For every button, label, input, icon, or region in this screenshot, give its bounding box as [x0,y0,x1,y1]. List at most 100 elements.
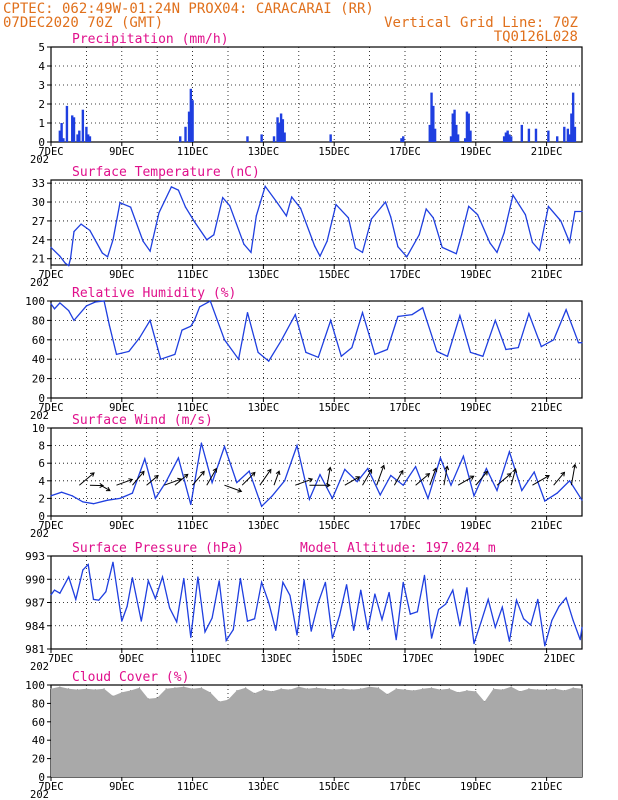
wind-arrow-head [572,463,577,469]
series-point [340,355,342,357]
x-tick-label: 13DEC [248,146,280,158]
precip-bar [504,132,508,142]
series-point [476,214,479,216]
cloud-point [209,691,211,693]
cloud-point [280,688,282,690]
panel-2: Surface Temperature (nC) 21 24 27 30 33 7DEC 9D… [30,165,583,289]
x-tick-label: 7DEC [38,402,63,414]
wind-arrow [457,475,474,486]
precip-bar [573,126,577,142]
series-point [317,601,319,604]
series-point [461,234,463,236]
series-point [367,629,369,631]
cloud-point [289,689,291,691]
x-tick-label: 17DEC [389,402,421,414]
precip-bar [467,113,470,142]
series-point [130,206,132,208]
series-point [211,481,213,484]
series-point [204,631,206,633]
cloud-point [227,699,229,701]
precip-bar [62,138,65,142]
series-point [50,246,52,248]
precip-bar [465,111,469,142]
precip-bar [508,134,511,142]
y-tick-label: 1 [38,117,45,130]
series-point [379,494,381,496]
wind-arrow-head [444,465,450,471]
series-point [406,256,408,258]
cloud-point [404,689,406,691]
series-point [494,319,496,321]
x-tick-label: 11DEC [177,520,209,532]
x-year-label: 202 [30,154,49,166]
cloud-point [342,688,344,690]
wind-arrow-head [212,467,217,473]
series-point [75,598,77,601]
series-point [556,492,558,494]
wind-arrow-head [105,486,111,492]
plot-frame [50,427,583,517]
x-tick-label: 11DEC [177,781,209,793]
series-point [459,314,461,317]
series-point [147,580,149,582]
series-point [574,210,576,213]
series-point [547,205,549,208]
series-line [50,562,583,647]
series-point [503,232,505,234]
series-point [115,353,118,355]
series-point [199,306,201,308]
series-point [338,615,341,617]
series-point [489,242,491,244]
precip-bar [520,124,524,142]
series-point [581,626,583,628]
series-point [206,239,208,241]
y-tick-label: 2 [38,98,45,111]
y-tick-label: 981 [25,643,45,656]
cloud-point [112,695,114,697]
series-point [68,310,70,312]
series-line [50,442,583,508]
wind-arrow-head [275,470,281,476]
precip-bar [428,124,431,142]
series-point [432,217,434,219]
series-point [397,315,399,318]
series-point [553,339,555,341]
series-point [213,234,215,236]
series-point [515,599,518,601]
panel-title: Relative Humidity (%) [72,286,236,301]
precip-bar [563,126,566,142]
series-point [92,503,95,505]
series-point [131,577,134,579]
series-point [530,624,532,626]
wind-arrow [475,471,488,486]
y-tick-label: 10 [32,422,45,435]
series-point [384,201,387,203]
series-point [225,639,227,642]
series-point [452,589,454,591]
cloud-point [85,688,87,690]
series-point [131,492,134,494]
series-point [310,630,312,632]
series-point [289,594,291,597]
wind-arrow [344,476,360,486]
series-point [101,252,103,254]
wind-arrow-head [308,477,314,483]
series-point [468,205,470,208]
wind-arrow-head [327,466,333,472]
precip-bar [400,138,403,142]
x-tick-label: 15DEC [318,781,350,793]
cloud-point [316,687,317,689]
y-tick-label: 20 [32,373,45,386]
series-point [299,207,302,209]
series-point [142,240,144,242]
series-point [64,262,66,264]
series-point [390,474,392,477]
series-point [112,561,114,563]
precip-bar [568,134,571,142]
precip-bar [329,134,332,142]
series-point [209,300,211,302]
series-point [415,466,417,468]
wind-arrow-head [237,487,243,493]
precip-bar [433,128,437,142]
series-point [388,591,390,594]
